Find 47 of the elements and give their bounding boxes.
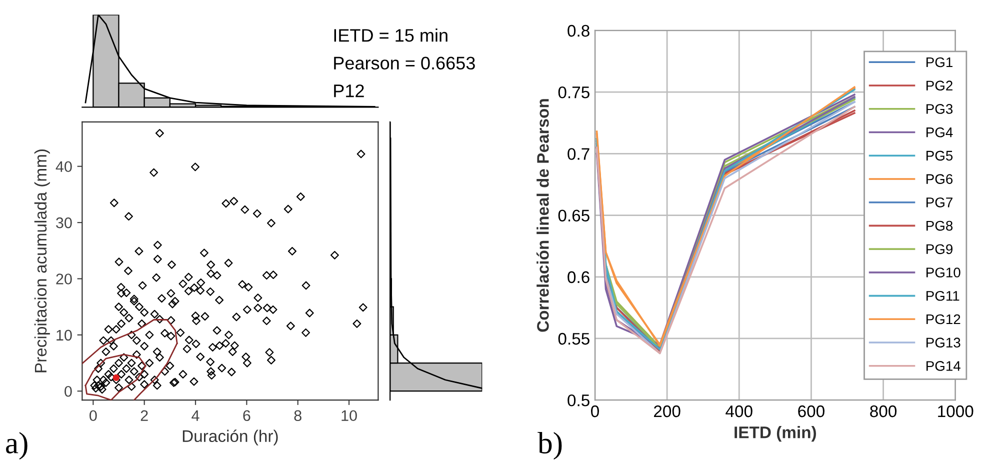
y-tick-label: 0.75 (558, 86, 590, 98)
x-tick-label: 10 (342, 410, 357, 422)
x-tick-label: 600 (798, 405, 824, 418)
x-tick-label: 0 (90, 410, 97, 422)
y-axis-title: Correlación lineal de Pearson (536, 99, 549, 332)
annotation: Pearson = 0.6653 (334, 56, 475, 70)
y-tick-label: 30 (56, 217, 72, 228)
x-tick-label: 2 (140, 410, 148, 421)
legend-label: PG4 (926, 127, 953, 138)
legend-label: PG12 (926, 314, 960, 324)
legend-label: PG7 (926, 198, 952, 208)
legend-label: PG13 (926, 338, 960, 348)
annotation: IETD = 15 min (334, 28, 448, 42)
x-tick-label: 4 (192, 410, 200, 421)
y-tick-label: 40 (56, 161, 72, 172)
y-tick-label: 0.65 (558, 210, 590, 222)
y-tick-label: 0.5 (568, 394, 590, 406)
x-tick-label: 200 (654, 405, 680, 418)
y-tick-label: 20 (56, 274, 72, 284)
x-tick-label: 800 (870, 405, 897, 418)
x-tick-label: 8 (294, 410, 302, 422)
legend-label: PG2 (926, 80, 952, 91)
legend-label: PG8 (926, 220, 953, 231)
x-tick-label: 400 (726, 405, 752, 418)
x-tick-label: 6 (243, 410, 250, 422)
x-tick-label: 1000 (938, 405, 974, 418)
y-tick-label: 0.7 (568, 148, 590, 160)
legend-label: PG9 (926, 244, 952, 254)
y-tick-label: 0.6 (568, 271, 590, 284)
y-tick-label: 0.55 (558, 332, 590, 345)
x-axis-title: Duración (hr) (182, 430, 278, 446)
x-axis-title: IETD (min) (734, 426, 816, 442)
legend-label: PG5 (926, 150, 953, 161)
y-tick-label: 0 (64, 386, 72, 397)
y-axis-title: Precipitacion acumulada (mm) (34, 150, 50, 372)
y-tick-label: 10 (56, 330, 72, 341)
legend-label: PG14 (926, 361, 960, 371)
legend-label: PG11 (926, 290, 960, 301)
text: b) (538, 432, 562, 460)
legend-label: PG6 (926, 174, 953, 184)
text: a) (6, 432, 28, 460)
legend-label: PG1 (926, 57, 952, 68)
annotation: P12 (334, 84, 364, 98)
x-tick-label: 0 (591, 405, 599, 418)
y-tick-label: 0.8 (568, 24, 590, 37)
legend-label: PG10 (926, 268, 960, 278)
legend-label: PG3 (926, 104, 953, 114)
